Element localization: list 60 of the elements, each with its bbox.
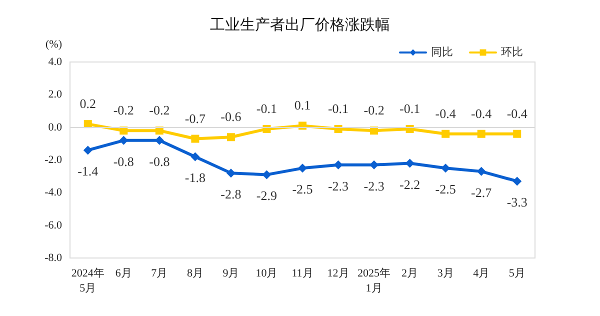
- data-label: -0.1: [256, 100, 278, 116]
- data-label: -2.2: [400, 176, 420, 192]
- y-tick-label: -8.0: [44, 252, 62, 264]
- data-label: 0.1: [294, 98, 311, 113]
- data-label: -2.5: [435, 182, 456, 197]
- data-label: -0.1: [328, 100, 349, 116]
- data-label: -0.4: [435, 106, 456, 121]
- data-label: -0.1: [400, 100, 420, 116]
- data-label: -0.4: [506, 106, 528, 121]
- data-label: -0.2: [149, 102, 170, 118]
- data-label: 0.2: [80, 96, 96, 112]
- point: [191, 134, 200, 143]
- data-label: -2.8: [220, 186, 242, 202]
- point: [83, 146, 92, 155]
- x-tick-label: 3月: [437, 268, 454, 280]
- point: [442, 130, 450, 138]
- point: [477, 130, 486, 138]
- y-axis-title: (%): [46, 38, 62, 50]
- data-label: -2.5: [292, 182, 313, 197]
- x-tick-label: 4月: [473, 268, 490, 280]
- x-tick-label: 10月: [256, 268, 278, 280]
- x-tick-label: 8月: [186, 268, 204, 280]
- point: [512, 176, 522, 186]
- data-label: -0.8: [113, 154, 134, 169]
- x-tick-label: 7月: [151, 268, 168, 280]
- legend-label: 环比: [501, 46, 523, 58]
- data-label: -1.8: [184, 170, 206, 186]
- x-tick-label: 9月: [222, 268, 240, 280]
- data-label: -1.4: [78, 164, 99, 179]
- y-tick-label: 0.0: [48, 121, 62, 134]
- data-label: -2.9: [256, 188, 278, 204]
- x-tick-label: 11月: [292, 268, 314, 280]
- y-tick-label: 4.0: [48, 56, 62, 68]
- data-label: -0.7: [184, 110, 206, 126]
- chart-title: 工业生产者出厂价格涨跌幅: [210, 16, 390, 34]
- data-label: -0.2: [113, 102, 134, 118]
- data-label: -2.3: [328, 178, 349, 194]
- point: [226, 133, 235, 142]
- x-tick-label: 6月: [115, 268, 132, 280]
- data-label: -2.3: [364, 178, 384, 194]
- y-tick-label: -4.0: [44, 186, 62, 199]
- point: [190, 152, 200, 162]
- x-tick-label: 2025年 1月: [358, 268, 391, 294]
- x-tick-label: 2月: [402, 268, 418, 280]
- x-tick-label: 5月: [508, 268, 526, 280]
- y-tick-label: -2.0: [44, 154, 62, 166]
- data-label: -0.4: [471, 106, 492, 121]
- data-label: -0.8: [149, 154, 170, 169]
- point: [298, 164, 307, 173]
- data-label: -2.7: [471, 184, 492, 200]
- y-tick-label: -6.0: [44, 219, 62, 232]
- x-tick-label: 2024年 5月: [71, 268, 104, 294]
- x-tick-label: 12月: [327, 268, 350, 280]
- y-tick-label: 2.0: [48, 88, 62, 101]
- data-label: -3.3: [506, 194, 528, 210]
- point: [226, 168, 236, 178]
- data-label: -0.2: [364, 102, 384, 118]
- legend-label: 同比: [431, 46, 453, 58]
- point: [513, 130, 522, 138]
- data-label: -0.6: [220, 109, 242, 124]
